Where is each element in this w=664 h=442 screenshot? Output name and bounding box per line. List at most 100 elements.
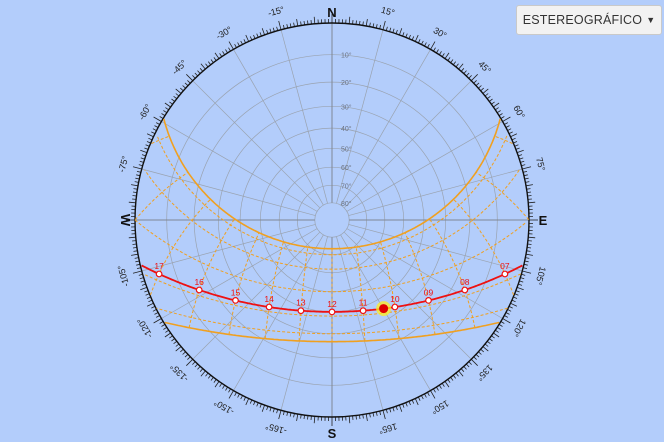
- compass-tick: [145, 293, 150, 296]
- azimuth-line: [192, 80, 321, 209]
- compass-tick: [392, 407, 395, 412]
- compass-tick: [200, 370, 206, 377]
- azimuth-label: 30°: [432, 25, 449, 41]
- altitude-label: 20°: [341, 79, 352, 87]
- compass-tick: [516, 287, 524, 291]
- projection-dropdown[interactable]: ESTEREOGRÁFICO ▼: [516, 5, 662, 35]
- altitude-label: 50°: [341, 145, 352, 153]
- azimuth-label: 120°: [510, 317, 528, 338]
- compass-tick: [414, 398, 419, 406]
- compass-tick: [475, 82, 480, 86]
- azimuth-line: [280, 236, 328, 411]
- compass-tick: [458, 370, 464, 377]
- hour-line: [495, 136, 513, 144]
- compass-tick: [348, 416, 351, 424]
- azimuth-label: 105°: [533, 266, 548, 287]
- azimuth-line: [280, 29, 328, 204]
- compass-tick: [430, 41, 436, 50]
- compass-tick: [151, 306, 156, 309]
- hour-label: 08: [460, 277, 470, 287]
- compass-tick: [510, 133, 518, 138]
- compass-tick: [414, 34, 419, 42]
- compass-tick: [186, 74, 193, 81]
- azimuth-label: -15°: [267, 4, 286, 18]
- compass-tick: [159, 116, 164, 119]
- azimuth-label: -150°: [212, 397, 236, 417]
- hour-marker: [328, 308, 336, 316]
- compass-tick: [184, 354, 189, 358]
- hour-label: 13: [296, 298, 306, 308]
- compass-tick: [466, 363, 470, 368]
- azimuth-label: 60°: [511, 104, 527, 121]
- compass-tick: [475, 354, 480, 358]
- compass-tick: [519, 157, 524, 160]
- chevron-down-icon: ▼: [646, 15, 656, 25]
- compass-tick: [153, 318, 162, 324]
- compass-tick: [131, 184, 139, 187]
- compass-tick: [146, 302, 154, 307]
- hour-label: 09: [424, 287, 434, 297]
- compass-tick: [146, 133, 154, 138]
- hour-label: 16: [194, 277, 204, 287]
- azimuth-line: [161, 228, 318, 319]
- compass-tick: [159, 321, 164, 324]
- azimuth-line: [343, 231, 472, 360]
- compass-tick: [132, 166, 142, 170]
- compass-tick: [365, 19, 368, 27]
- hour-line: [228, 232, 260, 335]
- compass-tick: [243, 396, 246, 401]
- monthly-sun-path: [156, 307, 508, 335]
- azimuth-line: [336, 29, 384, 204]
- compass-tick: [405, 402, 408, 407]
- compass-tick: [140, 157, 145, 160]
- east-label: E: [539, 213, 548, 228]
- compass-tick: [128, 236, 136, 239]
- azimuth-line: [233, 234, 324, 391]
- compass-tick: [175, 346, 182, 352]
- compass-tick: [516, 149, 524, 153]
- compass-tick: [399, 28, 403, 36]
- compass-tick: [313, 416, 316, 424]
- azimuth-line: [343, 80, 472, 209]
- azimuth-line: [161, 121, 318, 212]
- azimuth-line: [346, 121, 503, 212]
- compass-tick: [228, 388, 231, 393]
- compass-tick: [131, 253, 139, 256]
- north-label: N: [327, 5, 336, 20]
- compass-tick: [140, 287, 148, 291]
- compass-tick: [256, 33, 259, 38]
- compass-tick: [433, 47, 436, 52]
- altitude-azimuth-grid: [135, 23, 529, 417]
- compass-tick: [140, 149, 148, 153]
- compass-tick: [430, 390, 436, 399]
- compass-tick: [471, 359, 478, 366]
- azimuth-label: 165°: [377, 421, 398, 436]
- compass-tick: [269, 407, 272, 412]
- compass-tick: [528, 236, 536, 239]
- compass-tick: [482, 346, 489, 352]
- azimuth-line: [141, 224, 316, 272]
- hour-line: [298, 247, 309, 341]
- compass-tick: [514, 144, 519, 147]
- hour-marker: [297, 307, 305, 315]
- hour-label: 10: [390, 294, 400, 304]
- compass-tick: [128, 201, 136, 204]
- hour-line: [264, 242, 284, 339]
- current-sun-marker[interactable]: [379, 304, 389, 314]
- compass-tick: [175, 88, 182, 94]
- hour-line: [404, 232, 436, 335]
- hour-line: [134, 172, 188, 221]
- compass-tick: [382, 410, 386, 420]
- hour-marker: [155, 270, 163, 278]
- compass-tick: [458, 63, 464, 70]
- compass-tick: [261, 28, 265, 36]
- compass-tick: [296, 19, 299, 27]
- compass-tick: [418, 39, 421, 44]
- altitude-label: 70°: [341, 182, 352, 190]
- compass-tick: [522, 270, 532, 274]
- azimuth-label: -105°: [116, 264, 131, 288]
- hour-marker: [195, 286, 203, 294]
- compass-tick: [510, 302, 518, 307]
- altitude-label: 40°: [341, 125, 352, 133]
